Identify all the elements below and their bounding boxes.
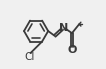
Text: O: O xyxy=(67,45,77,55)
Text: N: N xyxy=(59,23,68,33)
Text: Cl: Cl xyxy=(24,52,34,62)
